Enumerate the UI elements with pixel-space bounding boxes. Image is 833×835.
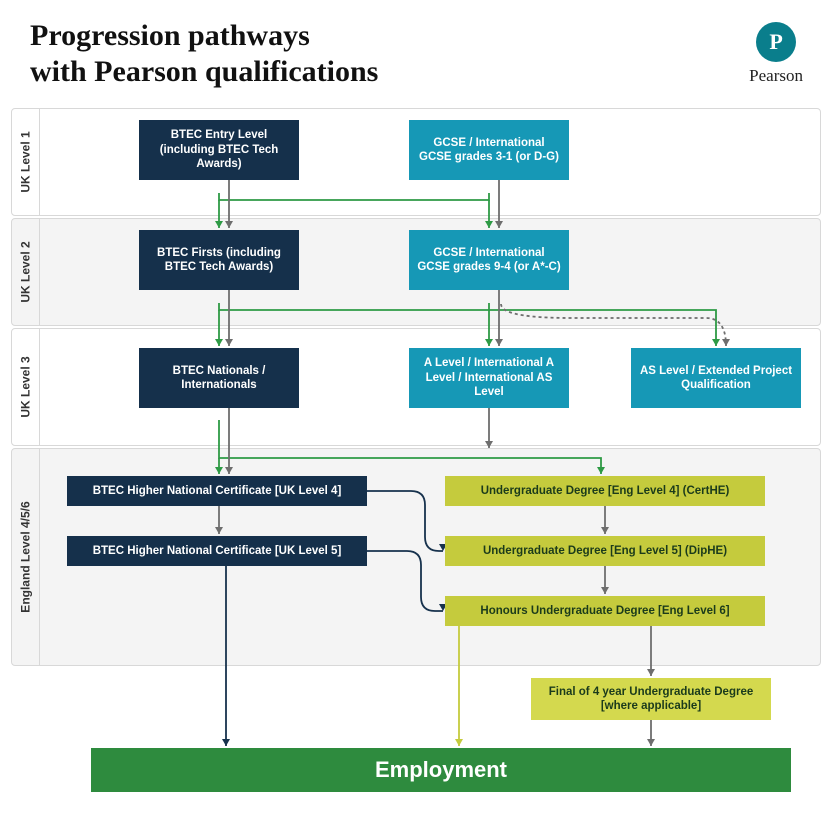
level-label-r2: UK Level 2 <box>12 219 40 325</box>
node-final4y: Final of 4 year Undergraduate Degree [wh… <box>531 678 771 720</box>
node-hnc4: BTEC Higher National Certificate [UK Lev… <box>67 476 367 506</box>
brand-name: Pearson <box>749 66 803 86</box>
node-btec_firsts: BTEC Firsts (including BTEC Tech Awards) <box>139 230 299 290</box>
node-btec_entry: BTEC Entry Level (including BTEC Tech Aw… <box>139 120 299 180</box>
employment-bar: Employment <box>91 748 791 792</box>
node-hnc5: BTEC Higher National Certificate [UK Lev… <box>67 536 367 566</box>
node-honours: Honours Undergraduate Degree [Eng Level … <box>445 596 765 626</box>
diagram-canvas: UK Level 1 UK Level 2 UK Level 3 England Le… <box>11 108 821 808</box>
page-title: Progression pathways with Pearson qualif… <box>30 18 378 90</box>
level-label-r1: UK Level 1 <box>12 109 40 215</box>
node-gcse_94: GCSE / International GCSE grades 9-4 (or… <box>409 230 569 290</box>
brand-logo-circle: P <box>756 22 796 62</box>
level-label-r3: UK Level 3 <box>12 329 40 445</box>
title-line-1: Progression pathways <box>30 19 310 52</box>
node-ug5: Undergraduate Degree [Eng Level 5] (DipH… <box>445 536 765 566</box>
level-label-r4: England Level 4/5/6 <box>12 449 40 665</box>
node-aslevel: AS Level / Extended Project Qualificatio… <box>631 348 801 408</box>
brand-logo-letter: P <box>769 29 782 55</box>
title-line-2: with Pearson qualifications <box>30 55 378 88</box>
node-btec_nat: BTEC Nationals / Internationals <box>139 348 299 408</box>
brand-logo: P Pearson <box>749 22 803 86</box>
node-ug4: Undergraduate Degree [Eng Level 4] (Cert… <box>445 476 765 506</box>
node-gcse_31: GCSE / International GCSE grades 3-1 (or… <box>409 120 569 180</box>
node-alevel: A Level / International A Level / Intern… <box>409 348 569 408</box>
